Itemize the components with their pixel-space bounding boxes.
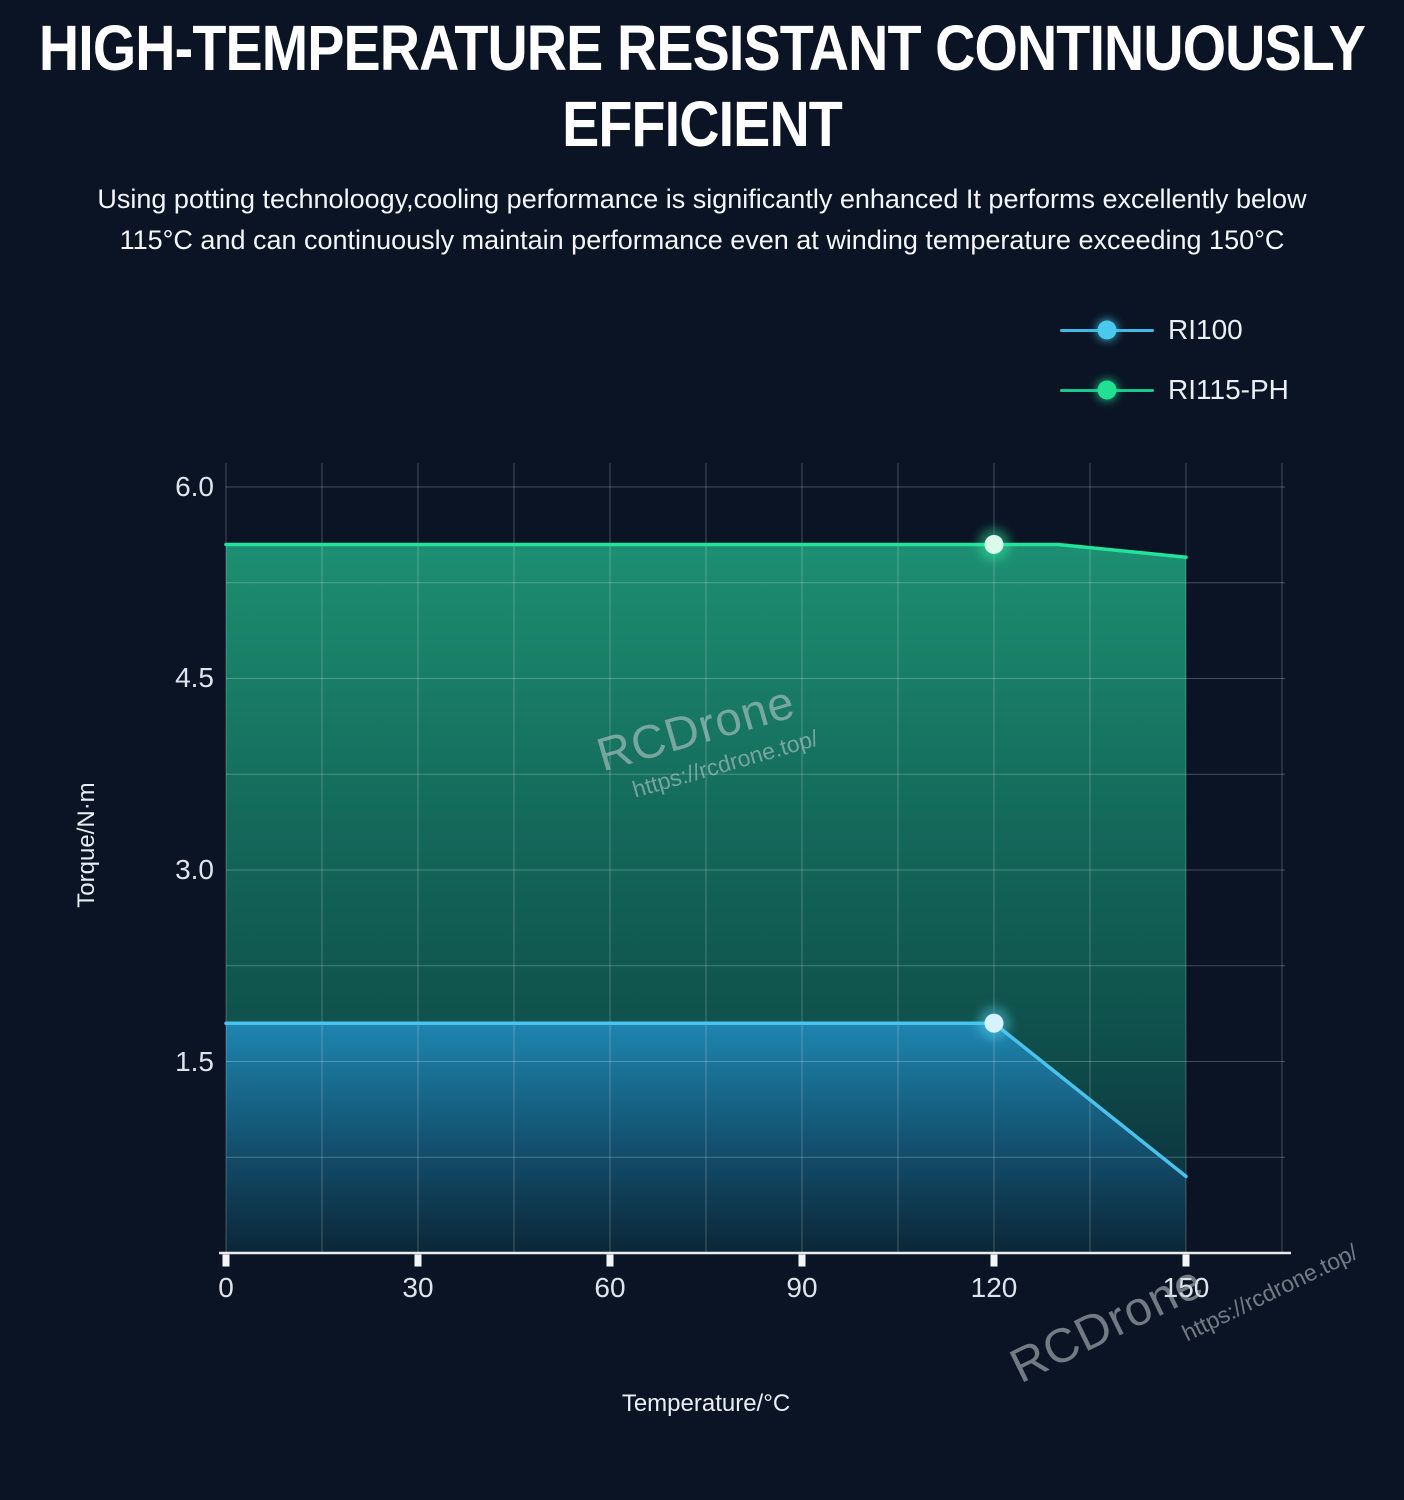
x-tick-label: 90 [786,1272,818,1303]
y-axis-title: Torque/N·m [73,782,100,908]
legend-line-ri115-ph [1060,380,1154,400]
legend-item-ri100: RI100 [1060,312,1289,348]
x-axis [219,1251,1291,1267]
legend-line-ri100 [1060,320,1154,340]
y-tick-label: 3.0 [175,853,214,885]
legend-item-ri115-ph: RI115-PH [1060,372,1289,408]
legend-dot-icon [1097,380,1117,400]
x-axis-tick [414,1254,422,1267]
grid-lines [225,463,1285,1253]
legend-label-ri115-ph: RI115-PH [1168,374,1289,405]
legend-label-ri100: RI100 [1168,314,1243,345]
x-tick-label: 30 [402,1272,434,1303]
x-axis-tick [990,1254,998,1267]
page-subtitle-line1: Using potting technoloogy,cooling perfor… [97,184,1307,214]
legend-dot-icon [1097,320,1117,340]
x-axis-title: Temperature/°C [621,1390,791,1417]
marker-RI115-PH [984,534,1004,554]
x-tick-label: 0 [218,1272,234,1303]
x-axis-tick [1182,1254,1190,1267]
x-tick-label: 120 [970,1272,1018,1303]
page-title-line1: HIGH-TEMPERATURE RESISTANT CONTINUOUSLY [38,12,1366,84]
y-tick-label: 4.5 [175,662,214,694]
marker-RI100 [984,1013,1004,1033]
y-tick-label: 6.0 [175,470,214,502]
line-RI115-PH [224,542,1188,559]
series-areas [226,544,1186,1253]
page-title-line2: EFFICIENT [562,88,843,160]
x-axis-tick [798,1254,806,1267]
x-axis-tick [606,1254,614,1267]
x-tick-label: 60 [594,1272,626,1303]
chart-legend: RI100 RI115-PH [1060,312,1289,432]
x-axis-tick [222,1254,230,1267]
x-tick-label: 150 [1162,1272,1210,1303]
y-tick-label: 1.5 [175,1045,214,1077]
page-subtitle-line2: 115°C and can continuously maintain perf… [119,225,1285,255]
area-RI100 [226,1023,1186,1253]
data-point-markers [978,528,1010,1040]
